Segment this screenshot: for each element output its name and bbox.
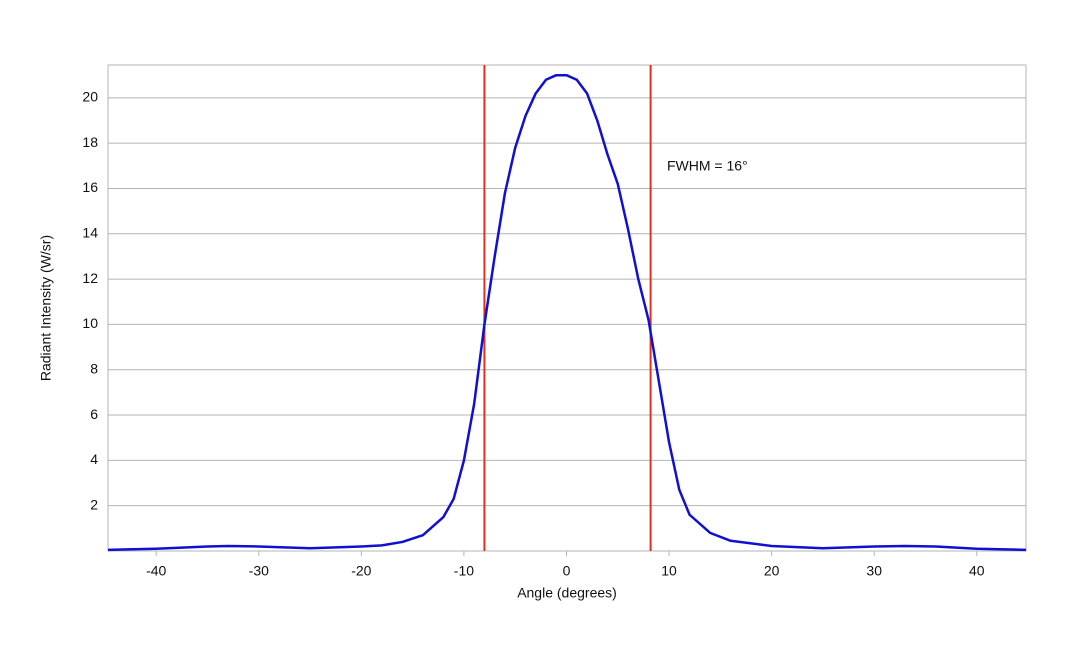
y-axis-title: Radiant Intensity (W/sr) (38, 235, 54, 381)
x-tick-label: 20 (764, 563, 780, 579)
y-tick-label: 8 (90, 360, 98, 376)
x-tick-label: 0 (563, 563, 571, 579)
x-tick-label: -40 (146, 563, 166, 579)
annotation: FWHM = 16° (667, 158, 748, 174)
y-tick-label: 4 (90, 451, 98, 467)
data-line (107, 73, 1027, 552)
plot-frame (107, 64, 1027, 552)
y-tick-label: 6 (90, 406, 98, 422)
x-tick-label: -10 (454, 563, 474, 579)
y-tick-label: 14 (82, 225, 98, 241)
x-axis-title: Angle (degrees) (517, 585, 617, 601)
x-tick-label: -20 (351, 563, 371, 579)
y-tick-label: 10 (82, 315, 98, 331)
y-tick-label: 20 (82, 89, 98, 105)
y-tick-label: 18 (82, 134, 98, 150)
y-tick-label: 2 (90, 496, 98, 512)
x-tick-label: -30 (249, 563, 269, 579)
x-tick-label: 40 (969, 563, 985, 579)
x-tick-label: 30 (866, 563, 882, 579)
y-tick-label: 16 (82, 179, 98, 195)
x-tick-label: 10 (661, 563, 677, 579)
y-tick-label: 12 (82, 270, 98, 286)
